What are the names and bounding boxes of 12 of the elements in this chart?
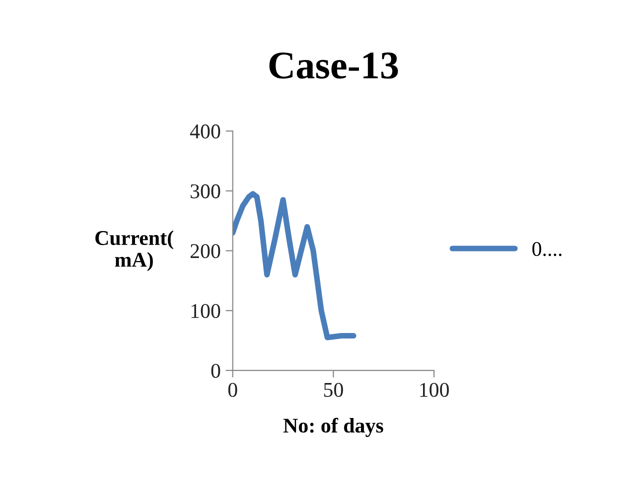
y-axis-title: Current( mA) — [95, 230, 174, 272]
y-tick-label: 400 — [190, 124, 220, 138]
y-tick-label: 300 — [190, 184, 220, 198]
legend-label: 0.... — [532, 242, 562, 256]
y-tick-label: 100 — [192, 304, 220, 318]
x-axis-title: No: of days — [283, 418, 384, 437]
y-tick-label: 200 — [190, 244, 220, 258]
y-tick-label: 0 — [211, 364, 220, 378]
x-tick-label: 50 — [324, 382, 343, 397]
x-tick-label: 100 — [420, 382, 449, 397]
x-tick-label: 0 — [228, 382, 238, 397]
chart-title: Case-13 — [269, 52, 398, 79]
